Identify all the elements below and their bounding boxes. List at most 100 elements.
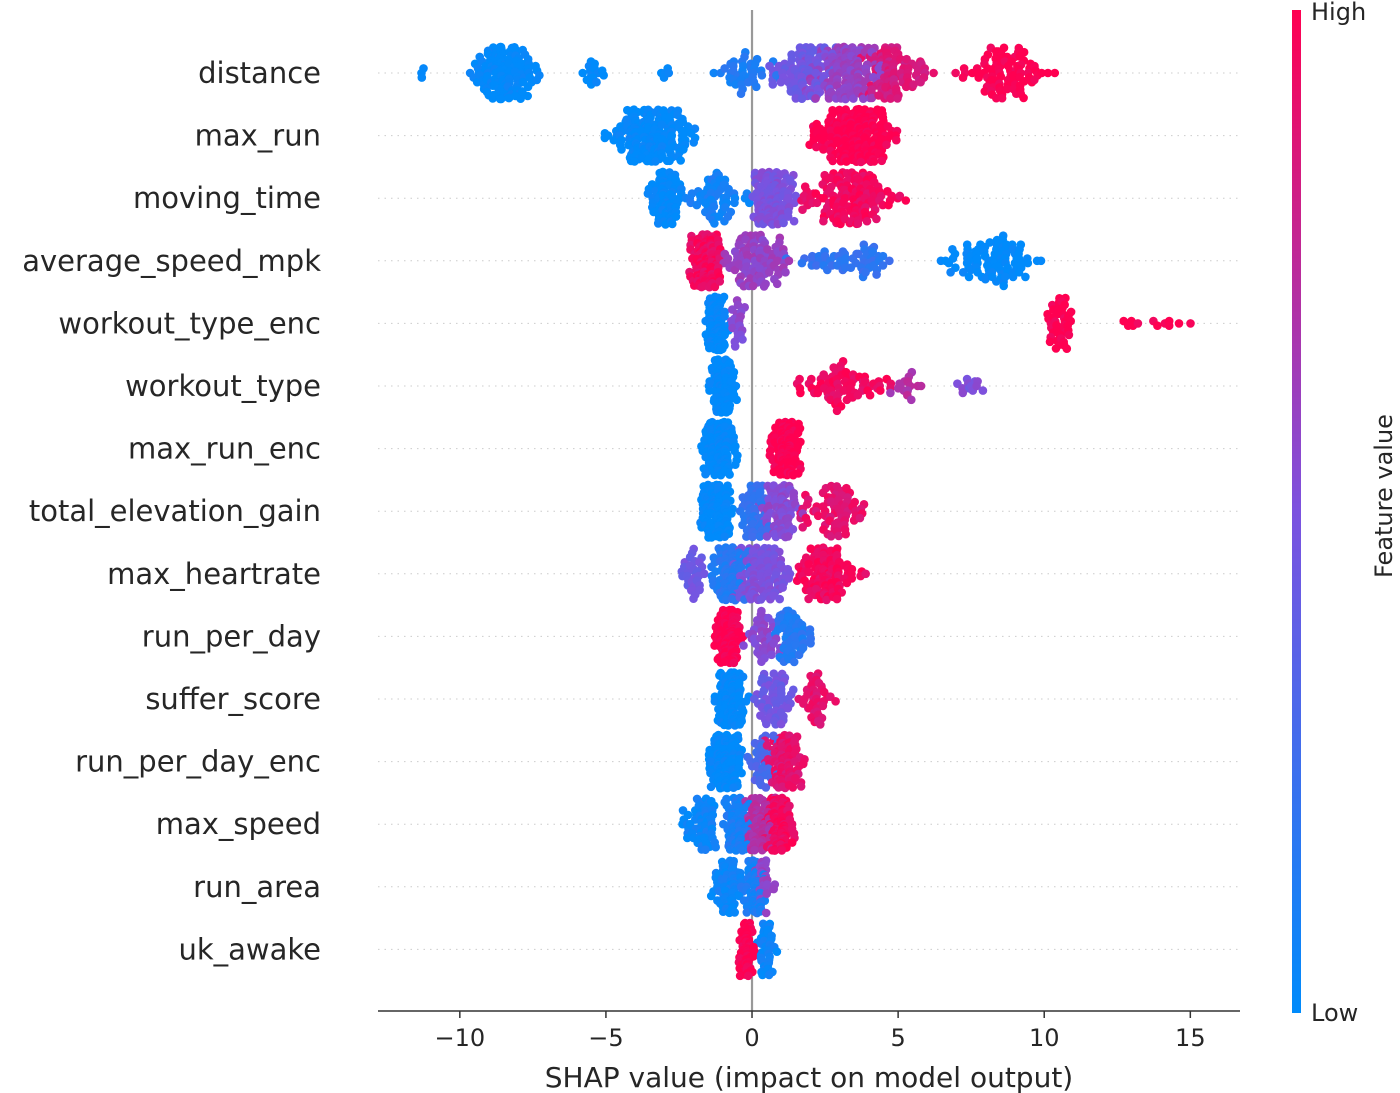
shap-point [907,395,916,405]
feature-label: distance [198,56,321,90]
shap-point [736,89,746,98]
feature-labels: distancemax_runmoving_timeaverage_speed_… [22,56,321,966]
shap-point [716,345,725,355]
shap-point [676,156,685,165]
shap-point [723,212,733,221]
shap-point [720,330,729,340]
shap-point [797,258,807,268]
shap-point [1164,321,1174,331]
feature-point-row [704,355,988,417]
shap-point [731,460,740,470]
shap-point [972,381,981,391]
shap-point [532,75,542,85]
shap-point [1043,68,1053,78]
shap-point [958,388,968,398]
shap-point [1002,84,1012,94]
shap-point [769,669,779,678]
shap-point [651,157,660,166]
shap-point [797,94,807,103]
shap-point [1023,258,1033,268]
shap-point [944,258,954,268]
feature-label: max_run_enc [128,432,321,466]
shap-point [1030,75,1039,85]
feature-label: max_heartrate [107,557,321,591]
shap-point [876,386,885,395]
shap-point [735,971,745,981]
shap-point [516,94,525,103]
shap-point [769,639,778,648]
feature-point-row [600,104,902,167]
colorbar-low-label: Low [1311,999,1358,1027]
shap-point [725,470,734,479]
shap-point [794,650,804,660]
shap-point [832,406,842,416]
shap-point [783,193,793,203]
shap-point [762,889,771,898]
shap-point [951,68,960,78]
shap-point [592,77,601,87]
shap-point [752,82,761,92]
shap-point [822,595,831,605]
shap-point [978,386,988,395]
shap-point [750,845,759,855]
shap-point [743,971,753,981]
shap-point [689,594,698,603]
shap-point [872,214,881,224]
shap-point [861,569,870,579]
shap-point [599,71,608,80]
shap-point [1014,268,1024,277]
shap-point [862,216,872,226]
shap-point [722,408,731,417]
shap-point [804,567,813,577]
shap-point [865,390,875,400]
shap-point [1008,272,1018,282]
shap-point [849,94,858,103]
shap-point [895,191,905,201]
shap-point [868,247,877,256]
shap-point [749,952,758,961]
shap-point [860,377,870,386]
feature-label: run_per_day_enc [75,745,321,779]
shap-point [762,532,772,541]
shap-point [869,157,879,166]
shap-point [701,845,710,854]
shap-point [804,594,813,604]
shap-point [707,533,716,542]
shap-point [872,270,881,279]
shap-point [886,388,895,398]
shap-point [706,891,716,901]
shap-point [764,970,774,980]
shap-point [784,574,793,583]
shap-point [692,200,702,210]
feature-point-row [701,292,1195,355]
shap-point [886,94,895,103]
shap-point [816,720,825,729]
shap-point [853,219,863,228]
shap-point [745,198,754,208]
shap-point [812,198,822,208]
feature-point-row [643,167,911,229]
shap-point [812,261,821,270]
shap-point [798,643,808,653]
feature-label: max_speed [156,807,321,841]
shap-point [819,145,828,154]
shap-point [958,73,968,82]
feature-point-row [696,480,869,542]
shap-point [789,657,799,667]
feature-point-row [417,42,1060,104]
shap-point [787,838,797,847]
shap-point [1064,330,1074,340]
shap-point [730,342,740,351]
shap-point [789,216,799,226]
shap-point [729,783,738,792]
shap-point [853,390,863,400]
shap-point [884,200,893,210]
shap-point [739,641,748,650]
shap-point [689,138,698,147]
shap-point [778,583,787,592]
shap-point [709,68,719,78]
shap-point [762,719,771,729]
shap-point [1051,344,1061,353]
shap-point [1062,344,1072,354]
feature-label: workout_type_enc [58,306,321,340]
